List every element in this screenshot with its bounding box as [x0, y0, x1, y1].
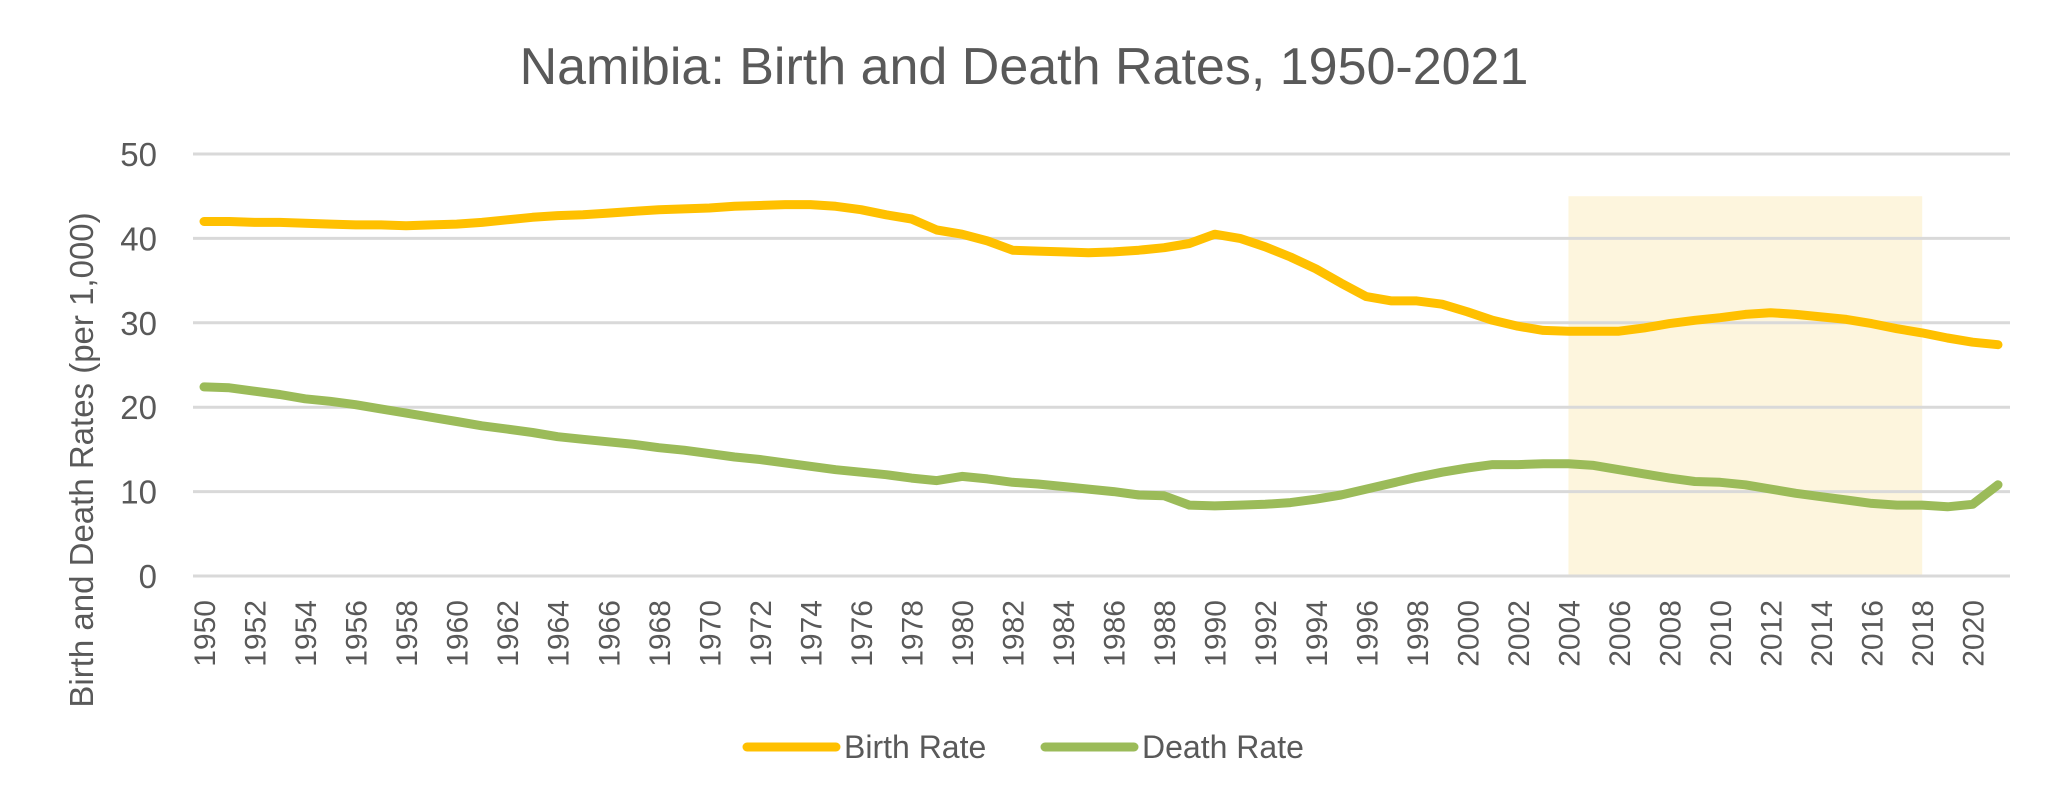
x-tick-label: 1956 [341, 600, 374, 667]
x-tick-label: 1962 [492, 600, 525, 667]
gridlines [193, 152, 2010, 578]
highlight-band-layer [1568, 196, 1923, 576]
x-tick-label: 1978 [896, 600, 929, 667]
series-line-birth-rate [199, 200, 2003, 350]
x-tick-label: 1992 [1250, 600, 1283, 667]
x-tick-label: 2006 [1604, 600, 1637, 667]
x-tick-label: 1970 [694, 600, 727, 667]
x-tick-label: 1954 [290, 600, 323, 667]
x-tick-label: 2012 [1756, 600, 1789, 667]
x-tick-label: 1952 [240, 600, 273, 667]
x-tick-label: 2000 [1452, 600, 1485, 667]
legend-label: Birth Rate [844, 729, 986, 765]
x-tick-label: 1966 [593, 600, 626, 667]
highlight-band [1568, 196, 1923, 576]
x-tick-label: 1960 [442, 600, 475, 667]
series-line-death-rate [199, 382, 2003, 512]
legend-label: Death Rate [1142, 729, 1304, 765]
x-tick-label: 1950 [189, 600, 222, 667]
chart-title: Namibia: Birth and Death Rates, 1950-202… [520, 38, 1529, 96]
y-tick-label: 40 [120, 220, 157, 257]
x-tick-label: 1964 [543, 600, 576, 667]
x-tick-label: 1976 [846, 600, 879, 667]
x-axis-ticks: 1950 1952 1954 1956 1958 1960 1962 1964 1966 1968… [189, 600, 1991, 667]
x-tick-label: 2016 [1857, 600, 1890, 667]
series-lines [199, 200, 2003, 512]
y-tick-label: 0 [139, 558, 157, 595]
y-tick-label: 10 [120, 474, 157, 511]
x-tick-label: 2014 [1806, 600, 1839, 667]
x-tick-label: 1990 [1200, 600, 1233, 667]
x-tick-label: 1984 [1048, 600, 1081, 667]
x-tick-label: 1994 [1301, 600, 1334, 667]
x-tick-label: 1982 [998, 600, 1031, 667]
x-tick-label: 1986 [1099, 600, 1132, 667]
x-tick-label: 2004 [1553, 600, 1586, 667]
x-tick-label: 2018 [1907, 600, 1940, 667]
x-tick-label: 1996 [1351, 600, 1384, 667]
x-tick-label: 1974 [795, 600, 828, 667]
y-axis-title: Birth and Death Rates (per 1,000) [63, 212, 100, 707]
x-tick-label: 2010 [1705, 600, 1738, 667]
x-tick-label: 1980 [947, 600, 980, 667]
x-tick-label: 1972 [745, 600, 778, 667]
y-axis-ticks: 0 10 20 30 40 50 [120, 136, 157, 595]
x-tick-label: 1998 [1402, 600, 1435, 667]
x-tick-label: 1988 [1149, 600, 1182, 667]
legend: Birth Rate Death Rate [742, 729, 1304, 765]
x-tick-label: 2002 [1503, 600, 1536, 667]
y-tick-label: 50 [120, 136, 157, 173]
x-tick-label: 1958 [391, 600, 424, 667]
y-tick-label: 20 [120, 389, 157, 426]
x-tick-label: 2008 [1655, 600, 1688, 667]
y-tick-label: 30 [120, 305, 157, 342]
x-tick-label: 2020 [1958, 600, 1991, 667]
x-tick-label: 1968 [644, 600, 677, 667]
